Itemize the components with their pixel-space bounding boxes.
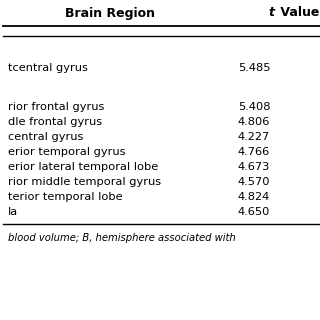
Text: erior lateral temporal lobe: erior lateral temporal lobe <box>8 162 158 172</box>
Text: rior middle temporal gyrus: rior middle temporal gyrus <box>8 177 161 187</box>
Text: 4.673: 4.673 <box>238 162 270 172</box>
Text: dle frontal gyrus: dle frontal gyrus <box>8 117 102 127</box>
Text: terior temporal lobe: terior temporal lobe <box>8 192 123 202</box>
Text: central gyrus: central gyrus <box>8 132 84 142</box>
Text: 4.766: 4.766 <box>238 147 270 157</box>
Text: tcentral gyrus: tcentral gyrus <box>8 63 88 73</box>
Text: t: t <box>268 6 274 20</box>
Text: blood volume; B, hemisphere associated with: blood volume; B, hemisphere associated w… <box>8 233 236 243</box>
Text: 5.485: 5.485 <box>238 63 270 73</box>
Text: rior frontal gyrus: rior frontal gyrus <box>8 102 104 112</box>
Text: 4.806: 4.806 <box>238 117 270 127</box>
Text: 4.824: 4.824 <box>238 192 270 202</box>
Text: 4.227: 4.227 <box>238 132 270 142</box>
Text: 5.408: 5.408 <box>238 102 270 112</box>
Text: la: la <box>8 207 18 217</box>
Text: Value: Value <box>276 6 319 20</box>
Text: 4.570: 4.570 <box>238 177 270 187</box>
Text: erior temporal gyrus: erior temporal gyrus <box>8 147 125 157</box>
Text: Brain Region: Brain Region <box>65 6 155 20</box>
Text: 4.650: 4.650 <box>238 207 270 217</box>
